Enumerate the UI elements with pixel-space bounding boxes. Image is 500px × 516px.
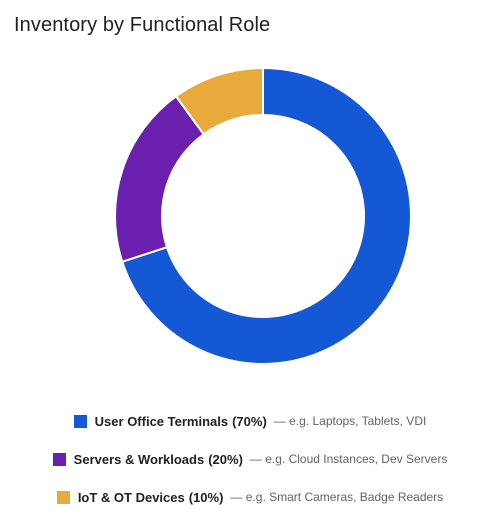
legend-swatch bbox=[56, 490, 70, 504]
legend: User Office Terminals (70%) — e.g. Lapto… bbox=[0, 402, 500, 516]
legend-label: IoT & OT Devices bbox=[77, 489, 185, 505]
legend-item-user-office-terminals: User Office Terminals (70%) — e.g. Lapto… bbox=[0, 402, 500, 440]
chart-title: Inventory by Functional Role bbox=[14, 14, 271, 36]
slice-servers-workloads bbox=[114, 94, 206, 263]
legend-percent: (20%) bbox=[208, 451, 243, 467]
legend-description: — e.g. Laptops, Tablets, VDI bbox=[273, 414, 427, 428]
legend-description: — e.g. Cloud Instances, Dev Servers bbox=[249, 452, 448, 466]
legend-swatch bbox=[52, 452, 66, 466]
slice-iot-ot-devices bbox=[174, 66, 264, 136]
donut-chart bbox=[114, 66, 412, 365]
legend-swatch bbox=[73, 414, 87, 428]
legend-item-servers-workloads: Servers & Workloads (20%) — e.g. Cloud I… bbox=[0, 440, 500, 478]
legend-percent: (70%) bbox=[232, 413, 267, 429]
slice-user-office-terminals bbox=[120, 66, 412, 365]
donut-slices bbox=[114, 66, 412, 365]
legend-percent: (10%) bbox=[188, 489, 224, 505]
legend-item-iot-ot-devices: IoT & OT Devices (10%) — e.g. Smart Came… bbox=[0, 478, 500, 516]
legend-label: User Office Terminals bbox=[94, 413, 229, 429]
legend-label: Servers & Workloads bbox=[73, 451, 205, 467]
legend-description: — e.g. Smart Cameras, Badge Readers bbox=[230, 490, 444, 504]
